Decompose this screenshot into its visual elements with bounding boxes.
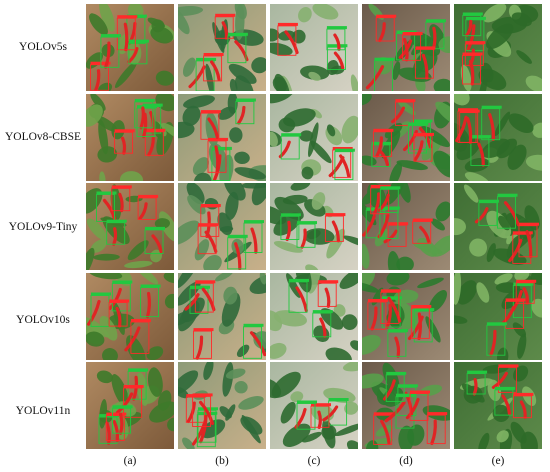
column-label-b: (b): [215, 455, 229, 467]
detection-image-r2-c4: [362, 93, 450, 181]
detection-image-r2-c3: [270, 93, 358, 181]
detection-image-r1-c2: [178, 4, 266, 91]
column-label-e: (e): [491, 455, 505, 467]
detection-image-r5-c1: [86, 362, 174, 449]
detection-image-r4-c3: [270, 272, 358, 360]
row-label-yolov5s: YOLOv5s: [19, 41, 67, 53]
detection-image-r1-c4: [362, 4, 450, 91]
detection-image-grid: [86, 4, 550, 450]
row-label-yolov11n: YOLOv11n: [15, 405, 71, 417]
detection-image-r4-c1: [86, 272, 174, 360]
detection-image-r5-c3: [270, 362, 358, 449]
detection-image-r1-c3: [270, 4, 358, 91]
detection-image-r4-c5: [454, 272, 542, 360]
column-label-c: (c): [307, 455, 321, 467]
detection-image-r4-c4: [362, 272, 450, 360]
detection-image-r3-c4: [362, 183, 450, 270]
detection-image-r3-c2: [178, 183, 266, 270]
row-label-yolov9-tiny: YOLOv9-Tiny: [8, 221, 78, 233]
row-label-yolov8-cbse: YOLOv8-CBSE: [4, 131, 82, 143]
detection-image-r3-c3: [270, 183, 358, 270]
detection-image-r5-c5: [454, 362, 542, 449]
detection-image-r1-c1: [86, 4, 174, 91]
detection-image-r2-c2: [178, 93, 266, 181]
detection-image-r5-c4: [362, 362, 450, 449]
detection-image-r2-c1: [86, 93, 174, 181]
detection-image-r3-c1: [86, 183, 174, 270]
detection-image-r3-c5: [454, 183, 542, 270]
detection-image-r5-c2: [178, 362, 266, 449]
column-label-a: (a): [123, 455, 137, 467]
row-label-yolov10s: YOLOv10s: [16, 314, 70, 326]
detection-image-r1-c5: [454, 4, 542, 91]
column-label-d: (d): [399, 455, 413, 467]
detection-image-r4-c2: [178, 272, 266, 360]
detection-image-r2-c5: [454, 93, 542, 181]
